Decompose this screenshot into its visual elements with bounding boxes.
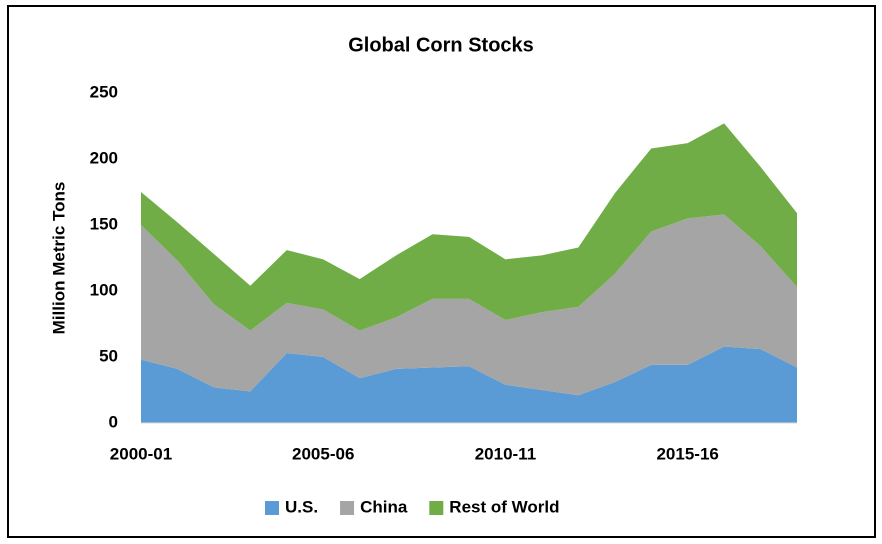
y-tick-label: 250	[90, 82, 118, 101]
area	[141, 214, 797, 396]
y-tick-label: 0	[109, 412, 118, 431]
y-tick-label: 100	[90, 280, 118, 299]
area	[141, 123, 797, 331]
x-tick-label: 2010-11	[475, 444, 536, 463]
legend-label: U.S.	[285, 497, 318, 516]
y-tick-label: 50	[99, 346, 118, 365]
chart-title: Global Corn Stocks	[348, 34, 534, 56]
legend-swatch	[265, 501, 279, 515]
x-tick-label: 2015-16	[656, 444, 718, 463]
y-tick-label: 200	[90, 148, 118, 167]
legend-swatch	[340, 501, 355, 515]
y-axis-label: Million Metric Tons	[49, 182, 68, 335]
x-tick-label: 2000-01	[110, 444, 172, 463]
area	[141, 346, 797, 423]
legend-label: China	[360, 497, 408, 516]
x-tick-label: 2005-06	[292, 444, 354, 463]
legend-label: Rest of World	[449, 497, 559, 516]
y-tick-label: 150	[90, 214, 118, 233]
legend-swatch	[429, 501, 444, 515]
